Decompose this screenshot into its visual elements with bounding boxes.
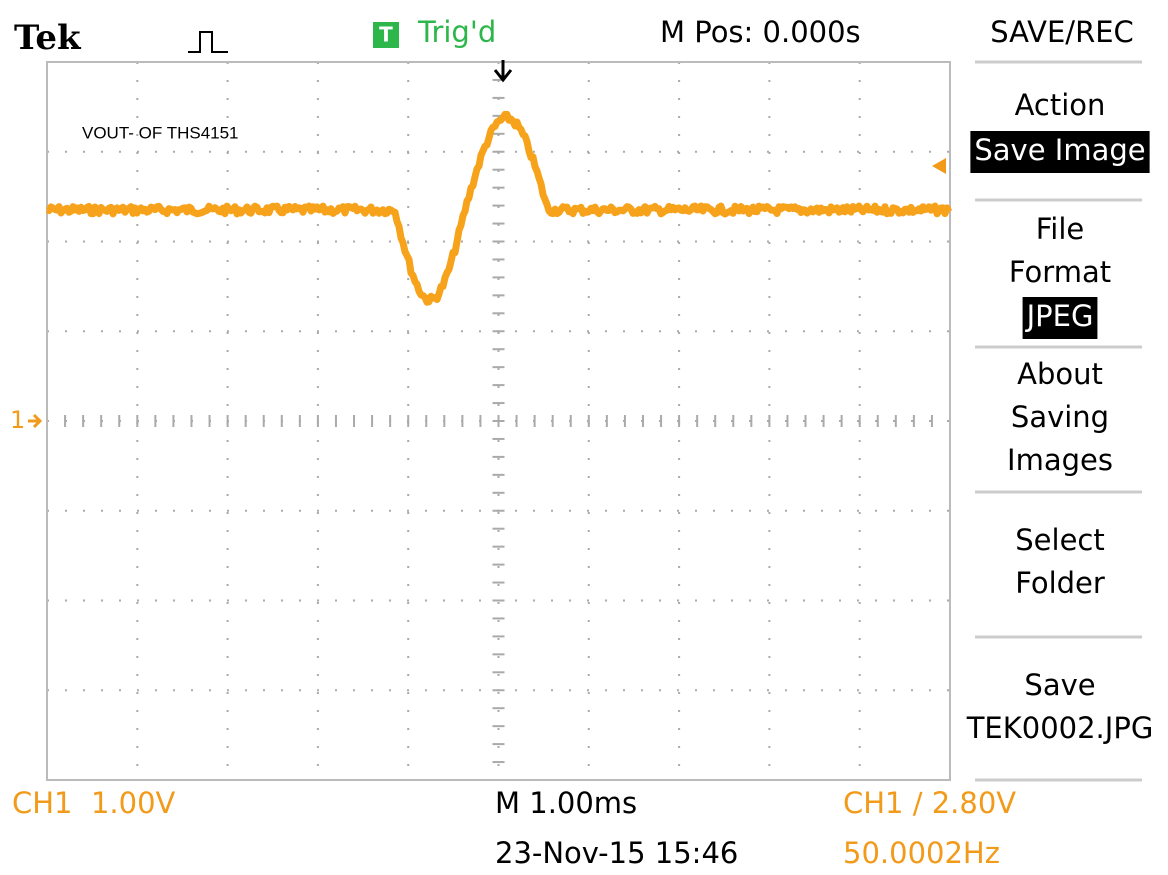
datetime: 23-Nov-15 15:46 <box>495 836 738 870</box>
timebase: M 1.00ms <box>495 786 637 820</box>
menu-label: Select <box>1015 523 1104 557</box>
channel-scale: CH1 1.00V <box>12 786 176 820</box>
annotation: VOUT- OF THS4151 <box>82 123 239 142</box>
acquire-icon <box>188 31 228 53</box>
trigger-icon-box <box>373 22 399 48</box>
trigger-position-marker <box>493 60 513 83</box>
menu-title: SAVE/REC <box>990 15 1134 49</box>
side-menu: Action Save Image File Format JPEG About Savin… <box>966 60 1154 782</box>
ground-arrow <box>28 413 43 429</box>
trigger-level-arrow <box>932 158 946 174</box>
frequency: 50.0002Hz <box>843 836 1000 870</box>
menu-label: Images <box>1007 443 1113 477</box>
brand: Tek <box>14 18 82 58</box>
menu-value: JPEG <box>1025 299 1094 333</box>
menu-label: Action <box>1015 88 1106 122</box>
menu-value-highlight <box>970 131 1150 173</box>
menu-label: About <box>1017 357 1103 391</box>
trigger-icon: T <box>379 23 393 47</box>
trigger-status: Trig'd <box>417 15 496 49</box>
position: M Pos: 0.000s <box>660 15 861 49</box>
menu-value: Save Image <box>974 133 1145 167</box>
menu-value-highlight <box>1022 297 1098 339</box>
graticule-border <box>46 61 951 781</box>
trigger-level: CH1 ∕ 2.80V <box>843 786 1016 820</box>
menu-label: Folder <box>1015 566 1105 600</box>
menu-label: Format <box>1009 255 1111 289</box>
waveform <box>45 110 953 306</box>
menu-label: TEK0002.JPG <box>966 711 1154 745</box>
graticule <box>46 61 951 781</box>
channel-marker: 1 <box>10 406 25 434</box>
menu-label: File <box>1036 212 1085 246</box>
menu-label: Save <box>1024 668 1095 702</box>
menu-label: Saving <box>1011 400 1109 434</box>
